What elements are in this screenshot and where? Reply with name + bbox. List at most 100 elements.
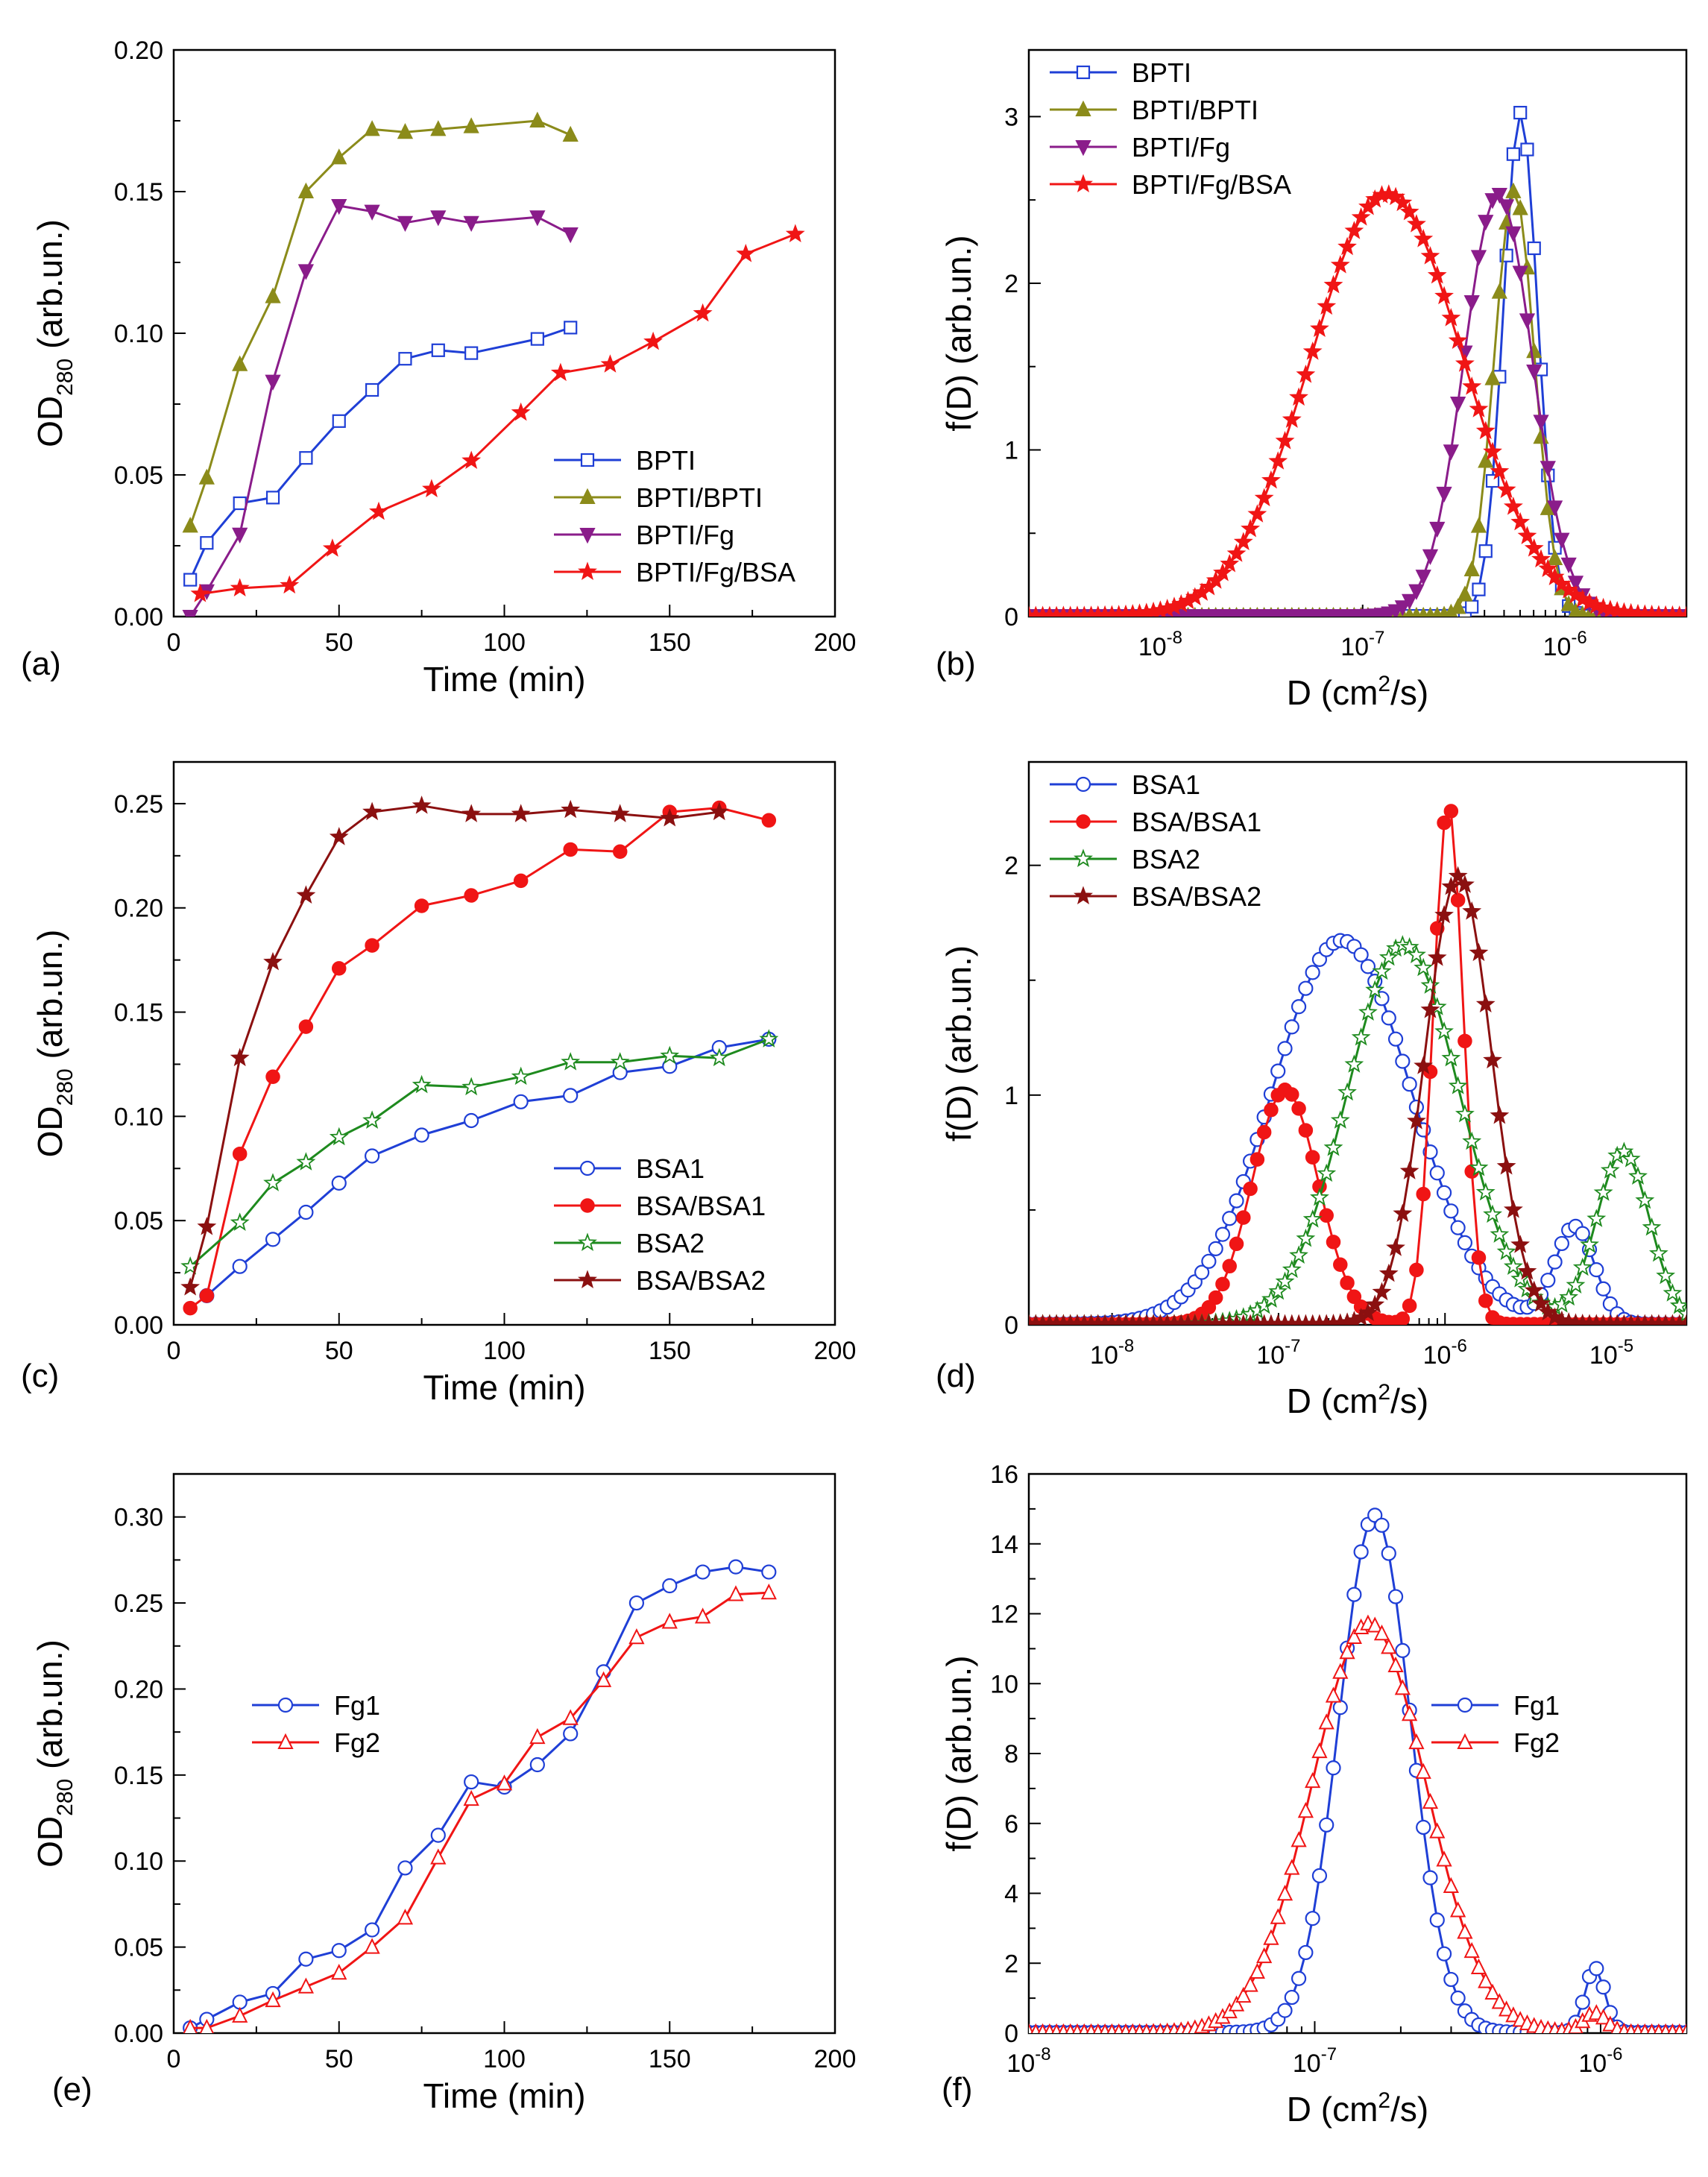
series-markers: [183, 1583, 777, 2033]
series-line-bpti-bpti: [189, 119, 571, 526]
data-point: [1450, 892, 1466, 908]
y-tick-label: 16: [990, 1461, 1018, 1489]
data-point: [1289, 387, 1308, 406]
x-tick-base: 10: [1090, 1341, 1118, 1370]
data-point: [563, 842, 578, 857]
data-point: [1302, 1209, 1323, 1228]
data-point: [199, 1288, 215, 1303]
data-point: [1648, 1243, 1668, 1262]
data-point: [1387, 1656, 1404, 1673]
data-point: [1220, 553, 1240, 573]
legend-marker: [1074, 886, 1093, 904]
data-point: [1284, 1019, 1299, 1035]
data-point: [1395, 1311, 1411, 1325]
y-tick-label: 4: [1004, 1880, 1018, 1909]
data-point: [1311, 1868, 1328, 1883]
y-axis-title-tail: (arb.un.): [31, 930, 69, 1069]
legend-label: BSA1: [1132, 769, 1200, 800]
data-point: [1554, 1235, 1569, 1252]
data-point: [1471, 1250, 1487, 1265]
data-point: [1208, 1241, 1223, 1256]
data-point: [464, 1774, 479, 1790]
data-point: [1526, 364, 1542, 381]
legend-label: BPTI/Fg/BSA: [636, 557, 795, 587]
x-tick-base: 10: [1256, 1341, 1285, 1370]
data-layer: [183, 1559, 777, 2033]
legend-marker: [579, 528, 596, 544]
data-point: [1310, 1187, 1329, 1206]
data-point: [1326, 1235, 1341, 1250]
y-tick-label: 1: [1004, 436, 1018, 464]
panel-label: (d): [936, 1358, 976, 1394]
data-point: [1580, 1235, 1599, 1253]
x-axis-title-main: D (cm: [1287, 2090, 1378, 2129]
data-point: [562, 1709, 579, 1725]
data-point: [1663, 1283, 1683, 1302]
data-point: [1469, 1157, 1489, 1176]
data-point: [1284, 1989, 1299, 2006]
data-point: [1546, 549, 1563, 565]
data-point: [1291, 1101, 1306, 1116]
series-markers: [182, 199, 579, 617]
x-axis-title-tail: /s): [1390, 673, 1428, 712]
legend-marker: [578, 1270, 597, 1288]
data-point: [1289, 1245, 1308, 1264]
data-point: [1360, 959, 1376, 974]
data-point: [1520, 142, 1534, 157]
data-point: [709, 1047, 729, 1067]
data-point: [1365, 980, 1385, 999]
chart-panel-2: 0 50 100 150 200 0.00 0.05 0.10 0.15 0.20 0.25 Time…: [21, 760, 856, 1407]
data-point: [1291, 1831, 1307, 1847]
data-point: [1270, 1063, 1286, 1079]
data-point: [1402, 1704, 1418, 1721]
data-point: [1443, 1971, 1459, 1988]
data-point: [1402, 593, 1418, 611]
data-point: [1677, 605, 1686, 617]
data-point: [1422, 1870, 1438, 1885]
data-point: [1346, 1289, 1362, 1305]
data-point: [362, 1110, 382, 1129]
data-point: [299, 451, 313, 465]
x-axis-title-tail: /s): [1390, 1382, 1428, 1420]
x-tick-label: 0: [167, 628, 181, 657]
data-point: [736, 244, 756, 262]
y-tick-label: 0: [1004, 603, 1018, 631]
data-point: [1215, 1276, 1230, 1292]
data-layer: [1029, 105, 1686, 617]
data-point: [1353, 1544, 1369, 1560]
data-point: [785, 224, 805, 242]
data-point: [1441, 876, 1461, 895]
series-markers: [180, 795, 729, 1296]
data-point: [1681, 2023, 1686, 2033]
data-point: [1589, 1961, 1604, 1976]
data-point: [1436, 1946, 1452, 1962]
legend-marker: [277, 1733, 294, 1749]
data-point: [563, 1088, 579, 1103]
x-tick-exp: -8: [1167, 628, 1182, 648]
data-point: [1510, 1269, 1531, 1288]
panel-label: (a): [21, 646, 61, 682]
data-point: [414, 898, 429, 913]
data-point: [600, 354, 620, 373]
data-point: [1317, 1163, 1337, 1182]
y-tick-label: 14: [990, 1531, 1018, 1559]
data-point: [397, 1909, 414, 1925]
data-point: [1233, 532, 1253, 551]
data-point: [332, 414, 346, 428]
data-point: [563, 1726, 579, 1742]
chart-panel-1: 10-810-710-610-50123D (cm2/s)f(D) (arb.u…: [936, 48, 1688, 712]
x-tick-label: 100: [483, 1337, 526, 1365]
data-point: [1436, 486, 1452, 503]
data-point: [1415, 570, 1431, 586]
x-tick-label: 10-8: [1006, 2044, 1050, 2078]
data-point: [414, 1127, 429, 1143]
x-tick-exp: -6: [1571, 628, 1586, 648]
x-tick-label: 100: [483, 2045, 526, 2073]
data-point: [1408, 584, 1425, 600]
legend-label: BSA2: [636, 1228, 705, 1258]
data-point: [550, 362, 570, 382]
data-point: [1305, 1150, 1320, 1165]
data-point: [464, 346, 479, 360]
data-point: [1470, 250, 1487, 266]
data-point: [1498, 199, 1515, 215]
